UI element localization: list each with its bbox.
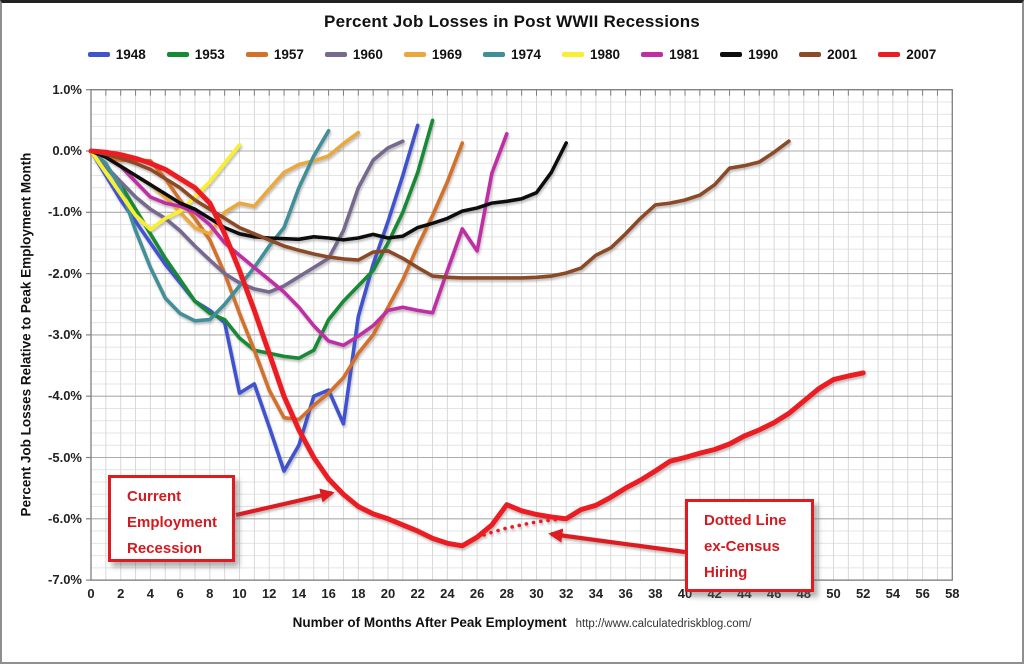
series-line-2007-ex-census-dotted (475, 516, 569, 540)
source-url-text: http://www.calculatedriskblog.com/ (575, 618, 752, 630)
annotation-dotted-line-ex-census-hiring: Dotted Line ex-Census Hiring (685, 499, 814, 592)
x-tick-label: 30 (529, 586, 544, 601)
legend-item-1948: 1948 (87, 47, 146, 62)
legend-swatch-1980 (562, 52, 585, 57)
annotation-text-line: Dotted Line (704, 512, 787, 529)
legend-swatch-2001 (799, 52, 822, 57)
legend-swatch-1969 (403, 52, 426, 57)
x-tick-label: 14 (291, 586, 307, 601)
annotation-text-line: Recession (127, 540, 203, 557)
x-tick-label: 38 (648, 586, 663, 601)
legend-swatch-1953 (166, 52, 189, 57)
legend-item-1957: 1957 (245, 47, 304, 62)
x-tick-label: 58 (945, 586, 960, 601)
series-lines (88, 118, 866, 549)
x-tick-label: 8 (206, 586, 214, 601)
legend-item-1960: 1960 (324, 47, 383, 62)
legend-item-1990: 1990 (720, 47, 778, 62)
y-tick-label: -5.0% (48, 449, 82, 465)
annotation-text-line: Hiring (704, 564, 748, 581)
y-tick-label: -4.0% (48, 388, 82, 404)
legend-swatch-1981 (641, 52, 664, 57)
x-tick-label: 50 (826, 586, 841, 601)
series-line-1990 (89, 141, 569, 242)
y-axis-title: Percent Job Losses Relative to Peak Empl… (18, 152, 34, 517)
legend-label-1981: 1981 (669, 47, 700, 62)
x-tick-label: 18 (351, 586, 366, 601)
legend-item-1980: 1980 (562, 47, 620, 62)
x-tick-label: 54 (885, 586, 901, 601)
legend-swatch-2007 (878, 52, 901, 57)
legend-item-2007: 2007 (878, 47, 936, 62)
series-line-1981 (89, 132, 509, 348)
legend-item-2001: 2001 (799, 47, 857, 62)
x-axis-title-row: Number of Months After Peak Employment h… (91, 615, 953, 630)
x-tick-label: 20 (380, 586, 396, 601)
legend-item-1974: 1974 (482, 47, 542, 62)
x-tick-label: 4 (146, 586, 154, 601)
plot-border (90, 89, 953, 581)
minor-horizontal-gridlines (91, 101, 953, 569)
legend-swatch-1974 (482, 52, 505, 57)
legend-label-1953: 1953 (194, 47, 225, 62)
x-tick-label: 12 (261, 586, 277, 601)
x-tick-label: 32 (558, 586, 574, 601)
series-line-1980 (89, 142, 242, 232)
legend-swatch-1948 (87, 52, 110, 57)
annotation-text-line: ex-Census (704, 538, 780, 555)
x-tick-label: 16 (321, 586, 336, 601)
arrow-dotted-line-ex-census-hiring (548, 528, 686, 555)
legend-label-2007: 2007 (906, 47, 937, 62)
y-tick-label: -2.0% (48, 265, 82, 281)
legend-label-1980: 1980 (590, 47, 621, 62)
arrow-current-employment-recession (235, 488, 335, 518)
x-tick-label: 0 (87, 586, 95, 601)
legend-label-1960: 1960 (352, 47, 383, 62)
series-line-1948 (89, 123, 420, 473)
annotation-text-line: Employment (127, 514, 218, 531)
x-tick-label: 34 (588, 586, 604, 601)
x-tick-label: 52 (855, 586, 871, 601)
y-tick-label: 1.0% (52, 81, 82, 97)
x-tick-label: 26 (469, 586, 485, 601)
axis-tick-marks (86, 89, 953, 581)
legend-label-1948: 1948 (115, 47, 146, 62)
legend-label-1969: 1969 (431, 47, 462, 62)
y-tick-label: -1.0% (48, 204, 82, 220)
x-tick-label: 6 (176, 586, 184, 601)
x-tick-label: 36 (618, 586, 633, 601)
x-tick-label: 10 (232, 586, 247, 601)
series-line-2001 (89, 139, 791, 280)
x-axis-title: Number of Months After Peak Employment (292, 615, 567, 630)
legend-label-2001: 2001 (827, 47, 858, 62)
legend-label-1990: 1990 (748, 47, 779, 62)
series-line-1974 (89, 129, 331, 323)
legend: 1948 1953 1957 1960 1969 1974 1980 1981 1990 2001… (2, 47, 1022, 62)
annotation-arrows (235, 488, 686, 555)
x-tick-label: 22 (410, 586, 425, 601)
legend-item-1969: 1969 (403, 47, 462, 62)
y-tick-label: -7.0% (48, 572, 82, 588)
annotation-current-employment-recession: Current Employment Recession (108, 475, 235, 562)
legend-item-1981: 1981 (641, 47, 699, 62)
annotation-text-line: Current (127, 488, 182, 505)
y-tick-label: 0.0% (52, 143, 82, 158)
y-tick-label: -3.0% (48, 326, 82, 342)
legend-label-1957: 1957 (273, 47, 304, 62)
legend-label-1974: 1974 (510, 47, 542, 62)
x-tick-label: 2 (117, 586, 125, 601)
legend-item-1953: 1953 (166, 47, 225, 62)
legend-swatch-1960 (324, 52, 347, 57)
y-tick-label: -6.0% (48, 510, 82, 526)
x-tick-label: 28 (499, 586, 515, 601)
plot-area (86, 89, 953, 581)
x-tick-label: 24 (440, 586, 455, 601)
x-tick-label: 56 (915, 586, 930, 601)
chart-title: Percent Job Losses in Post WWII Recessio… (324, 12, 700, 31)
legend-swatch-1957 (245, 52, 268, 57)
legend-swatch-1990 (720, 52, 743, 57)
